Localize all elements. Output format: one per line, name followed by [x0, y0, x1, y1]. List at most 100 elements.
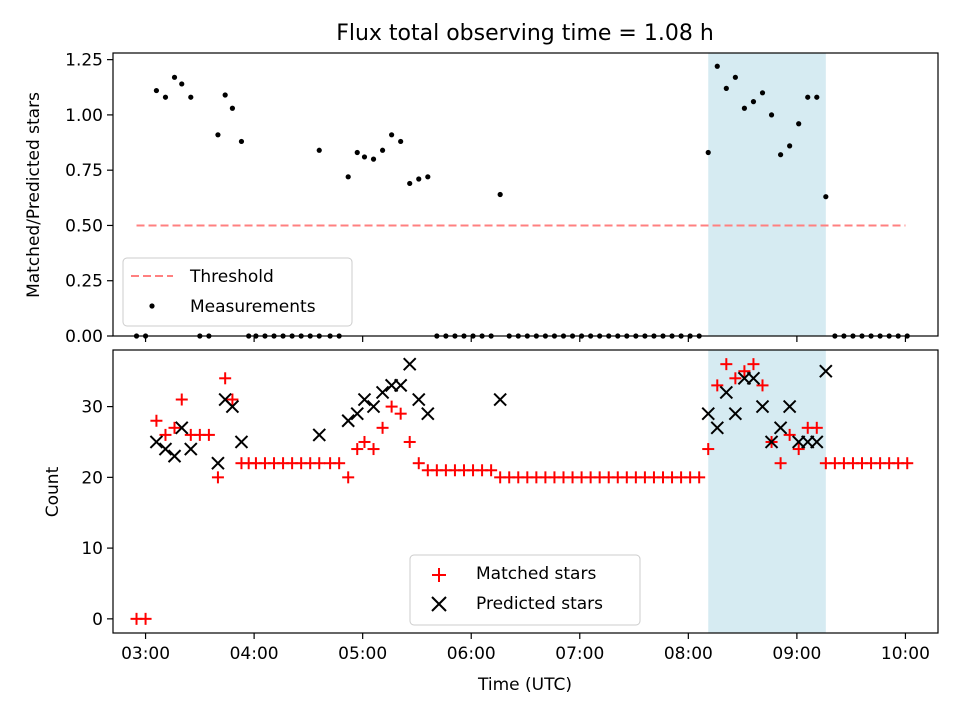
- legend-predicted-label: Predicted stars: [476, 594, 603, 614]
- predicted-star-point: [701, 406, 715, 421]
- top-points-layer: [133, 63, 910, 339]
- top-yticks: 0.00 0.25 0.50 0.75 1.00 1.25: [65, 51, 113, 347]
- predicted-star-point: [819, 364, 833, 378]
- matched-star-point: [385, 400, 398, 413]
- matched-star-point: [211, 471, 224, 484]
- predicted-star-point: [167, 449, 182, 463]
- top-highlight-span: [708, 53, 826, 336]
- measurement-point: [370, 156, 377, 162]
- bottom-xticks: 03:00 04:00 05:00 06:00 07:00 08:00 09:00 10:00: [121, 633, 930, 664]
- measurement-point: [179, 81, 185, 87]
- predicted-star-point: [149, 435, 164, 449]
- predicted-star-point: [728, 406, 743, 421]
- matched-star-point: [901, 457, 914, 470]
- bottom-panel: 0 10 20 30 03:00 04:00 05:00 06:00 07:00 08:00 09…: [43, 349, 939, 695]
- predicted-star-point: [746, 371, 761, 386]
- matched-star-point: [412, 457, 425, 470]
- measurement-point: [750, 99, 757, 105]
- measurement-point: [796, 121, 802, 127]
- chart-title: Flux total observing time = 1.08 h: [336, 21, 714, 46]
- measurement-point: [497, 191, 503, 198]
- matched-star-point: [313, 457, 326, 470]
- predicted-star-point: [184, 442, 198, 456]
- predicted-star-point: [493, 392, 507, 407]
- matched-star-point: [351, 443, 364, 456]
- y-tick-label: 10: [81, 539, 103, 559]
- predicted-star-point: [710, 421, 724, 435]
- x-axis-label: Time (UTC): [477, 675, 572, 695]
- legend-matched-label: Matched stars: [476, 564, 596, 584]
- predicted-star-point: [393, 378, 408, 393]
- legend-predicted-swatch: [431, 596, 447, 612]
- bottom-points-layer: [130, 357, 914, 625]
- legend-matched-swatch: [432, 568, 446, 582]
- measurement-point: [714, 63, 720, 69]
- measurement-point: [345, 174, 351, 180]
- matched-star-point: [202, 428, 215, 441]
- measurement-point: [814, 94, 820, 100]
- measurement-point: [768, 112, 775, 118]
- measurement-point: [398, 138, 404, 145]
- top-y-axis-label: Matched/Predicted stars: [24, 92, 44, 298]
- top-plot-frame: [112, 52, 939, 337]
- y-tick-label: 0.00: [65, 327, 103, 347]
- matched-star-point: [342, 471, 355, 484]
- matched-star-point: [702, 443, 715, 456]
- matched-star-point: [792, 443, 805, 456]
- y-tick-label: 0.50: [65, 216, 103, 236]
- x-tick-label: 06:00: [447, 644, 496, 664]
- top-legend-box: [122, 257, 353, 327]
- bottom-plot-frame: [112, 349, 939, 634]
- matched-star-point: [159, 428, 172, 441]
- predicted-star-point: [403, 357, 417, 371]
- predicted-star-point: [357, 392, 372, 407]
- matched-star-point: [394, 407, 407, 420]
- measurement-point: [741, 105, 748, 111]
- predicted-star-point: [421, 406, 435, 421]
- measurement-point: [389, 132, 395, 138]
- measurement-point: [316, 147, 322, 153]
- matched-star-point: [139, 612, 152, 625]
- predicted-star-point: [375, 385, 390, 400]
- predicted-star-point: [341, 414, 355, 428]
- predicted-star-point: [755, 399, 770, 414]
- matched-star-point: [376, 421, 389, 434]
- matched-star-point: [756, 379, 769, 392]
- measurement-point: [222, 92, 228, 98]
- y-tick-label: 0.75: [65, 161, 103, 181]
- x-tick-label: 10:00: [881, 644, 930, 664]
- y-tick-label: 1.25: [65, 51, 103, 71]
- matched-star-point: [711, 379, 724, 392]
- matched-star-point: [485, 464, 498, 477]
- bottom-legend: Matched stars Predicted stars: [409, 554, 641, 626]
- measurement-point: [805, 94, 811, 100]
- measurement-point: [787, 143, 793, 149]
- x-tick-label: 07:00: [555, 644, 604, 664]
- legend-measurements-label: Measurements: [190, 297, 316, 317]
- predicted-star-point: [782, 399, 797, 414]
- measurement-point: [723, 85, 729, 91]
- x-tick-label: 04:00: [230, 644, 279, 664]
- measurement-point: [162, 94, 169, 100]
- legend-measurements-swatch: [149, 303, 155, 309]
- measurement-point: [823, 194, 829, 200]
- top-xticks: [144, 336, 907, 342]
- bottom-yticks: 0 10 20 30: [81, 398, 113, 630]
- measurement-point: [407, 180, 413, 187]
- matched-star-point: [150, 414, 163, 427]
- y-tick-label: 1.00: [65, 106, 103, 126]
- measurement-point: [416, 176, 422, 182]
- measurement-point: [354, 149, 360, 156]
- predicted-star-point: [810, 435, 824, 449]
- matched-star-point: [175, 393, 188, 406]
- matched-star-point: [720, 358, 733, 371]
- predicted-star-point: [158, 442, 173, 456]
- matched-star-point: [168, 421, 181, 434]
- predicted-star-point: [366, 399, 381, 414]
- y-tick-label: 0.25: [65, 272, 103, 292]
- measurement-point: [759, 90, 766, 96]
- x-tick-label: 08:00: [664, 644, 713, 664]
- predicted-star-point: [211, 456, 225, 470]
- measurement-point: [238, 138, 245, 145]
- matched-star-point: [783, 428, 796, 441]
